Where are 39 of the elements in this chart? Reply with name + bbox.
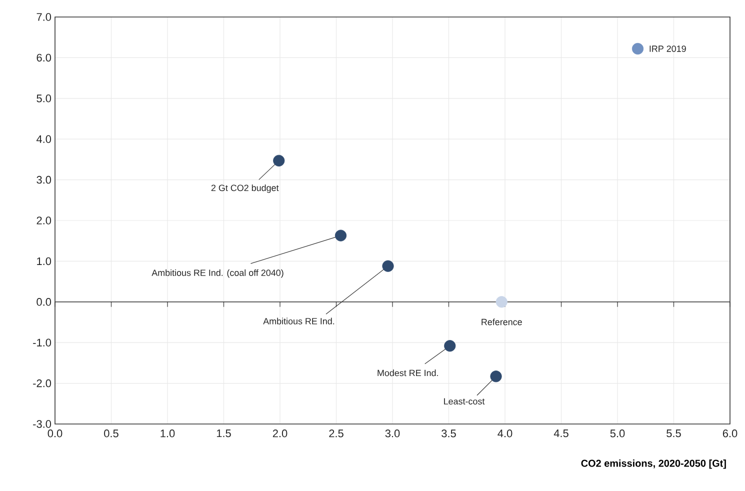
annotation: Least-cost: [444, 398, 485, 405]
x-tick-label: 5.5: [666, 430, 681, 438]
x-tick-label: 5.0: [610, 430, 625, 438]
x-tick-label: 1.0: [160, 430, 175, 438]
x-axis-title: CO2 emissions, 2020-2050 [Gt]: [581, 460, 726, 469]
x-tick-label: 4.5: [554, 430, 568, 438]
y-tick-label: 4.0: [36, 135, 52, 143]
y-tick-label: 6.0: [36, 54, 52, 62]
y-tick-label: 7.0: [36, 13, 52, 21]
x-tick-label: 3.0: [385, 430, 400, 438]
y-tick-label: 0.0: [36, 298, 52, 306]
point: [382, 260, 394, 272]
x-tick-label: 3.5: [442, 430, 456, 438]
annotation: Modest RE Ind.: [378, 370, 438, 376]
point: [273, 154, 285, 166]
y-tick-label: -3.0: [33, 420, 52, 428]
y-tick-label: 1.0: [37, 257, 52, 266]
x-tick-label: 1.5: [216, 430, 231, 438]
annotation: Reference: [482, 318, 522, 326]
point: [632, 42, 644, 55]
y-tick-label: 2.0: [36, 216, 52, 224]
annotation: 2 Gt CO2 budget: [211, 184, 279, 193]
x-tick-label: 0.0: [48, 430, 62, 438]
x-tick-label: 6.0: [722, 430, 738, 438]
point: [334, 230, 347, 242]
point: [496, 296, 508, 308]
y-tick-label: 5.0: [36, 94, 52, 102]
y-tick-label: -2.0: [33, 379, 52, 388]
point: [444, 340, 456, 352]
x-tick-label: 4.0: [498, 430, 512, 438]
y-tick-label: -1.0: [33, 338, 52, 346]
annotation: IRP 2019: [650, 46, 686, 52]
annotation: Ambitious RE Ind. (coal off 2040): [152, 269, 284, 278]
x-tick-label: 2.0: [272, 430, 288, 438]
y-tick-label: 3.0: [36, 176, 52, 184]
x-tick-label: 0.5: [104, 430, 118, 438]
x-tick-label: 2.5: [329, 430, 344, 438]
point: [490, 370, 502, 382]
annotation: Ambitious RE Ind.: [263, 318, 334, 324]
